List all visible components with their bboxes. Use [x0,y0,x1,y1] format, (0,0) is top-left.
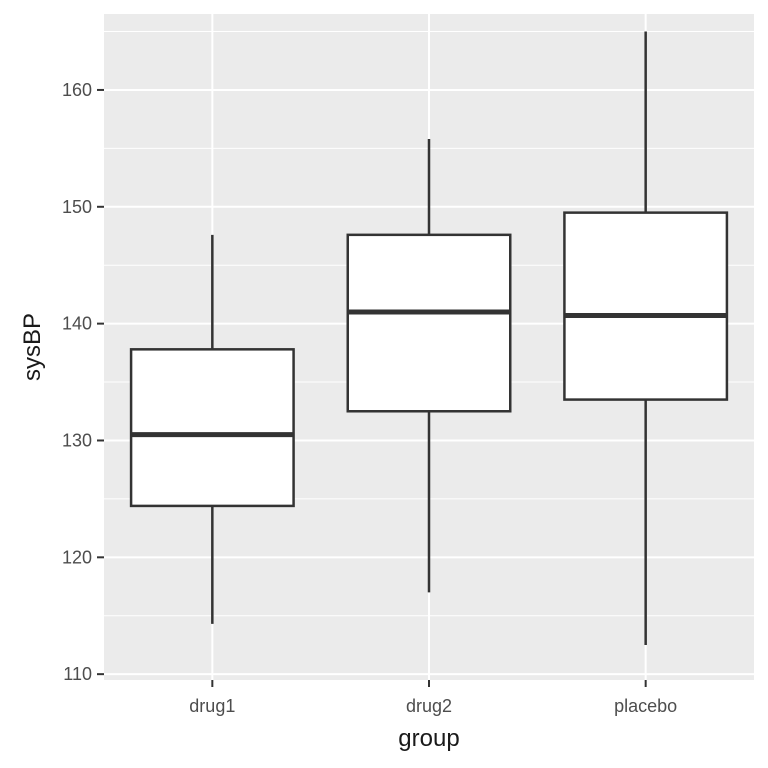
box-iqr [563,211,729,401]
x-axis: drug1 drug2 placebo [189,680,677,716]
y-tick-label: 160 [62,80,92,100]
box-drug2 [346,139,512,593]
y-tick-label: 150 [62,197,92,217]
y-tick-label: 130 [62,430,92,450]
y-tick-label: 120 [62,547,92,567]
box-group [129,31,729,645]
box-iqr [129,348,295,508]
x-axis-title: group [398,725,459,752]
y-tick-label: 110 [63,664,92,684]
x-tick-label: placebo [614,696,677,716]
box-drug1 [129,234,295,624]
x-tick-label: drug2 [406,696,452,716]
x-tick-label: drug1 [189,696,235,716]
box-placebo [563,31,729,645]
y-axis: 110 120 130 140 150 160 [62,80,104,684]
box-iqr [346,233,512,413]
y-tick-label: 140 [62,314,92,334]
y-axis-title: sysBP [19,313,46,381]
